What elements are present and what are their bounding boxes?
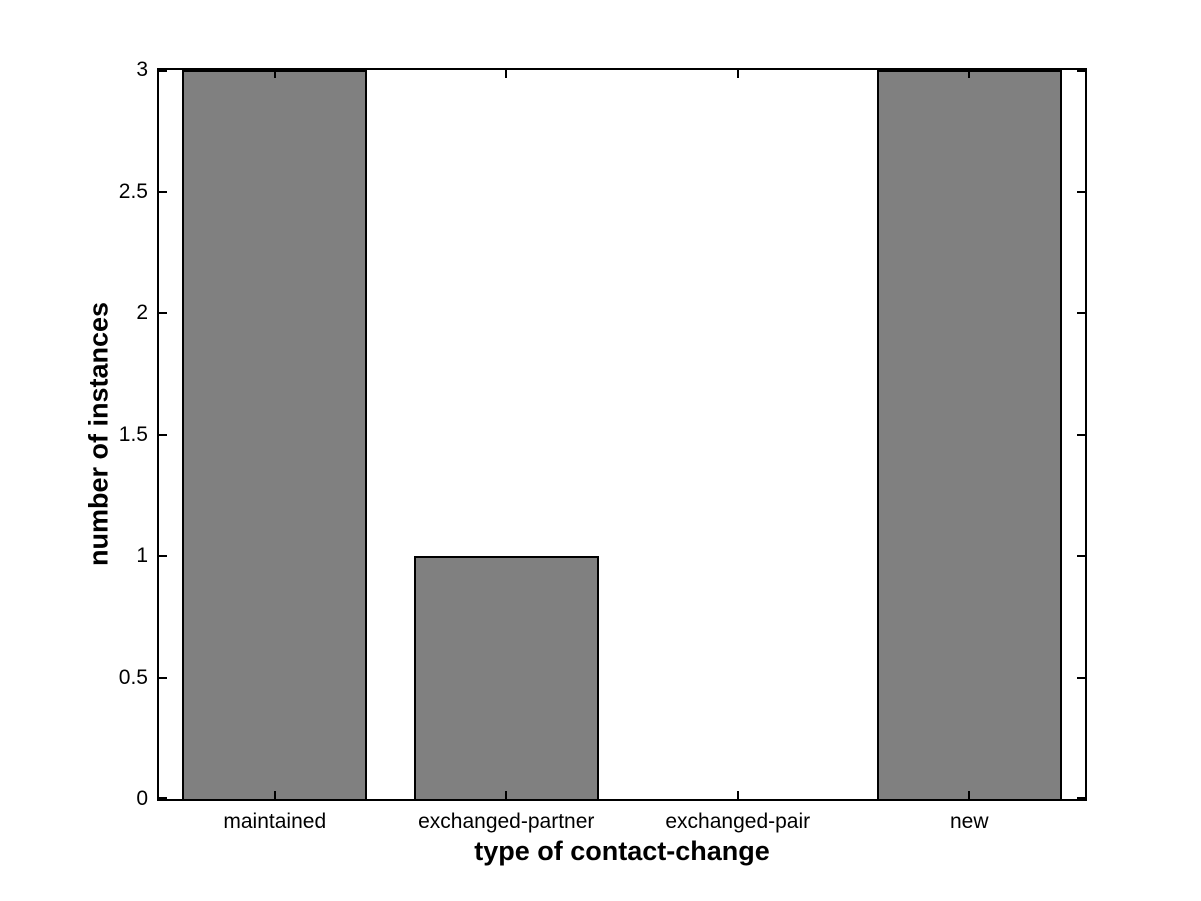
x-tick-label: exchanged-partner xyxy=(418,810,595,833)
y-tick-label: 2.5 xyxy=(118,179,148,203)
y-tick-mark xyxy=(1077,70,1085,72)
y-tick-mark xyxy=(159,70,167,72)
x-tick-mark xyxy=(273,791,276,799)
x-tick-label: maintained xyxy=(223,810,327,833)
y-tick-mark xyxy=(159,190,167,193)
y-tick-mark xyxy=(159,676,167,679)
bar-maintained xyxy=(182,70,368,799)
y-tick-mark xyxy=(159,797,167,799)
x-tick-mark xyxy=(968,70,971,78)
x-tick-mark xyxy=(505,70,508,78)
y-tick-label: 2 xyxy=(136,301,148,324)
x-tick-mark xyxy=(505,791,508,799)
y-tick-mark xyxy=(1077,797,1085,799)
y-tick-label: 1.5 xyxy=(118,422,148,446)
y-tick-mark xyxy=(1077,433,1085,436)
x-tick-label: new xyxy=(949,810,989,833)
y-tick-mark xyxy=(159,555,167,557)
y-tick-label: 0 xyxy=(136,787,148,810)
x-tick-mark xyxy=(736,70,739,78)
plot-area xyxy=(157,68,1087,801)
y-tick-label: 3 xyxy=(136,58,148,81)
y-tick-mark xyxy=(1077,312,1085,314)
y-tick-mark xyxy=(159,312,167,314)
x-tick-label: exchanged-pair xyxy=(665,810,811,833)
y-tick-mark xyxy=(1077,676,1085,679)
y-axis-title: number of instances xyxy=(83,301,114,567)
y-tick-mark xyxy=(159,433,167,436)
x-axis-title: type of contact-change xyxy=(474,836,770,866)
x-tick-mark xyxy=(736,791,739,799)
x-tick-mark xyxy=(968,791,971,799)
x-tick-mark xyxy=(273,70,276,78)
y-tick-mark xyxy=(1077,190,1085,193)
bar-new xyxy=(876,70,1062,799)
y-tick-label: 0.5 xyxy=(118,665,148,689)
y-tick-mark xyxy=(1077,555,1085,557)
y-tick-label: 1 xyxy=(136,544,148,567)
bar-exchanged-partner xyxy=(413,556,599,799)
